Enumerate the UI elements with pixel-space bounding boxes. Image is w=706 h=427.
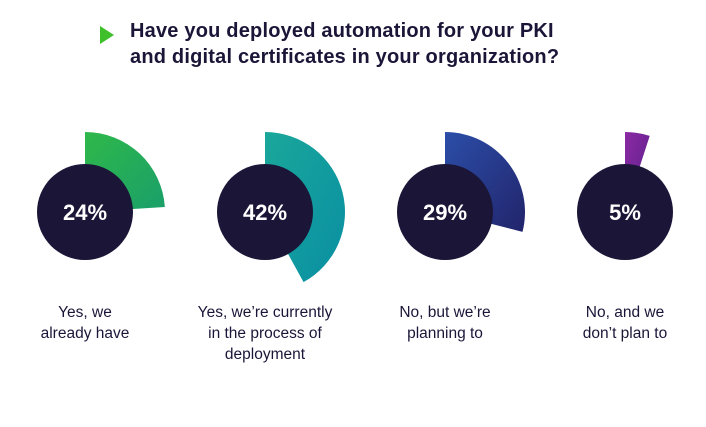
category-label-2: Yes, we’re currently in the process of d…	[197, 304, 333, 363]
play-triangle-icon	[100, 26, 114, 44]
percentage-label-1: 24%	[63, 200, 107, 225]
chart-header: Have you deployed automation for your PK…	[100, 18, 660, 70]
center-circle-4	[577, 164, 673, 260]
center-circle-1	[37, 164, 133, 260]
percentage-label-4: 5%	[609, 200, 641, 225]
center-circle-3	[397, 164, 493, 260]
category-label-3: No, but we’re planning to	[399, 304, 491, 342]
percentage-label-3: 29%	[423, 200, 467, 225]
percentage-label-2: 42%	[243, 200, 287, 225]
chart-title: Have you deployed automation for your PK…	[130, 20, 560, 68]
category-label-1: Yes, we already have	[40, 304, 130, 342]
center-circle-2	[217, 164, 313, 260]
category-label-4: No, and we don’t plan to	[582, 304, 668, 342]
